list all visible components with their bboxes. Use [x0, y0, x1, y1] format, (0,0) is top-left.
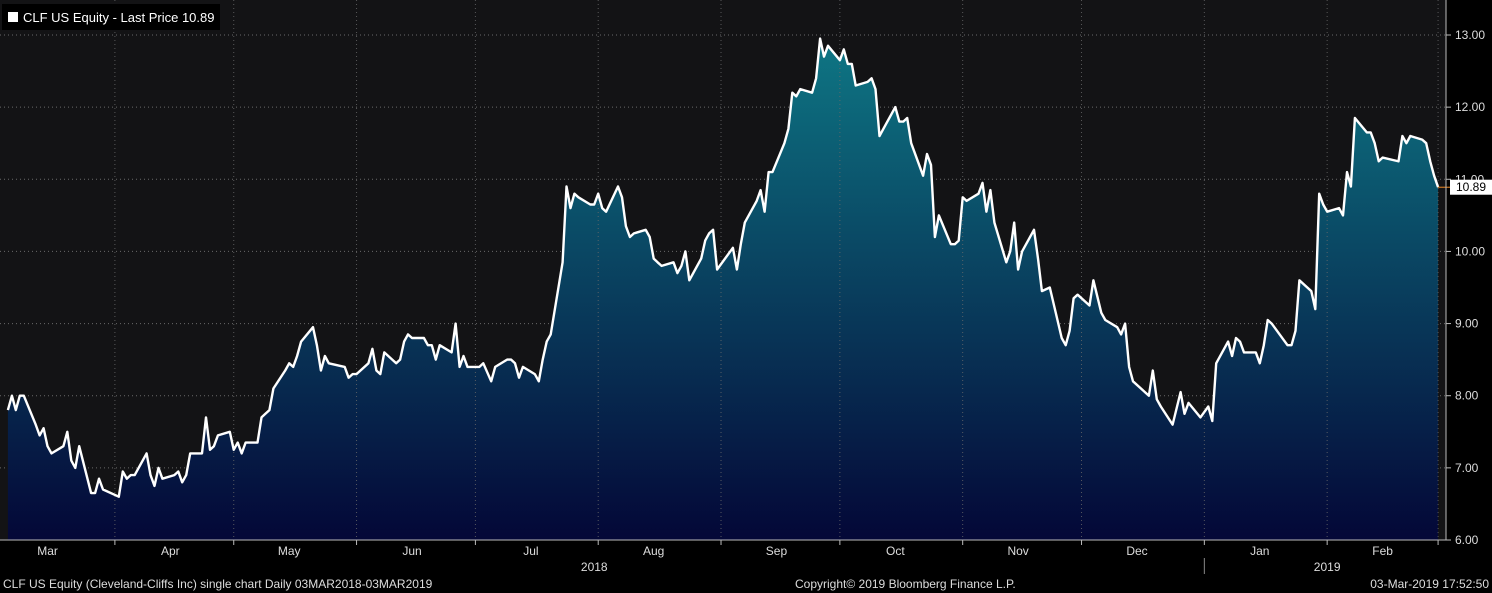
last-price-tag-label: 10.89	[1456, 180, 1486, 194]
x-year-label: 2019	[1314, 560, 1341, 574]
x-tick-label: Feb	[1372, 544, 1393, 558]
x-tick-label: Sep	[766, 544, 788, 558]
x-tick-label: May	[278, 544, 301, 558]
y-tick-label: 7.00	[1455, 461, 1479, 475]
legend-swatch	[8, 12, 18, 22]
y-tick-label: 10.00	[1455, 244, 1485, 258]
y-tick-label: 12.00	[1455, 100, 1485, 114]
footer-timestamp: 03-Mar-2019 17:52:50	[1370, 577, 1489, 591]
y-tick-label: 8.00	[1455, 389, 1479, 403]
x-tick-label: Jul	[523, 544, 538, 558]
y-tick-label: 6.00	[1455, 533, 1479, 547]
x-tick-label: Jun	[402, 544, 421, 558]
legend-label: CLF US Equity - Last Price 10.89	[23, 9, 215, 25]
price-line	[6, 37, 1440, 498]
footer-copyright: Copyright© 2019 Bloomberg Finance L.P.	[795, 577, 1016, 591]
x-axis-ticks: Mar Apr May Jun Jul Aug Sep Oct Nov Dec Jan Feb 2018…	[37, 540, 1439, 574]
x-tick-label: Nov	[1007, 544, 1028, 558]
x-tick-label: Aug	[643, 544, 664, 558]
last-price-tag: 10.89	[1450, 179, 1492, 195]
footer-description: CLF US Equity (Cleveland-Cliffs Inc) sin…	[3, 577, 433, 591]
x-tick-label: Dec	[1126, 544, 1147, 558]
x-tick-label: Jan	[1250, 544, 1269, 558]
x-tick-label: Apr	[161, 544, 180, 558]
x-year-label: 2018	[581, 560, 608, 574]
y-tick-label: 13.00	[1455, 28, 1485, 42]
x-tick-label: Oct	[886, 544, 905, 558]
y-tick-label: 9.00	[1455, 317, 1479, 331]
legend: CLF US Equity - Last Price 10.89	[2, 4, 221, 30]
price-area-fill	[7, 38, 1439, 540]
x-tick-label: Mar	[37, 544, 58, 558]
